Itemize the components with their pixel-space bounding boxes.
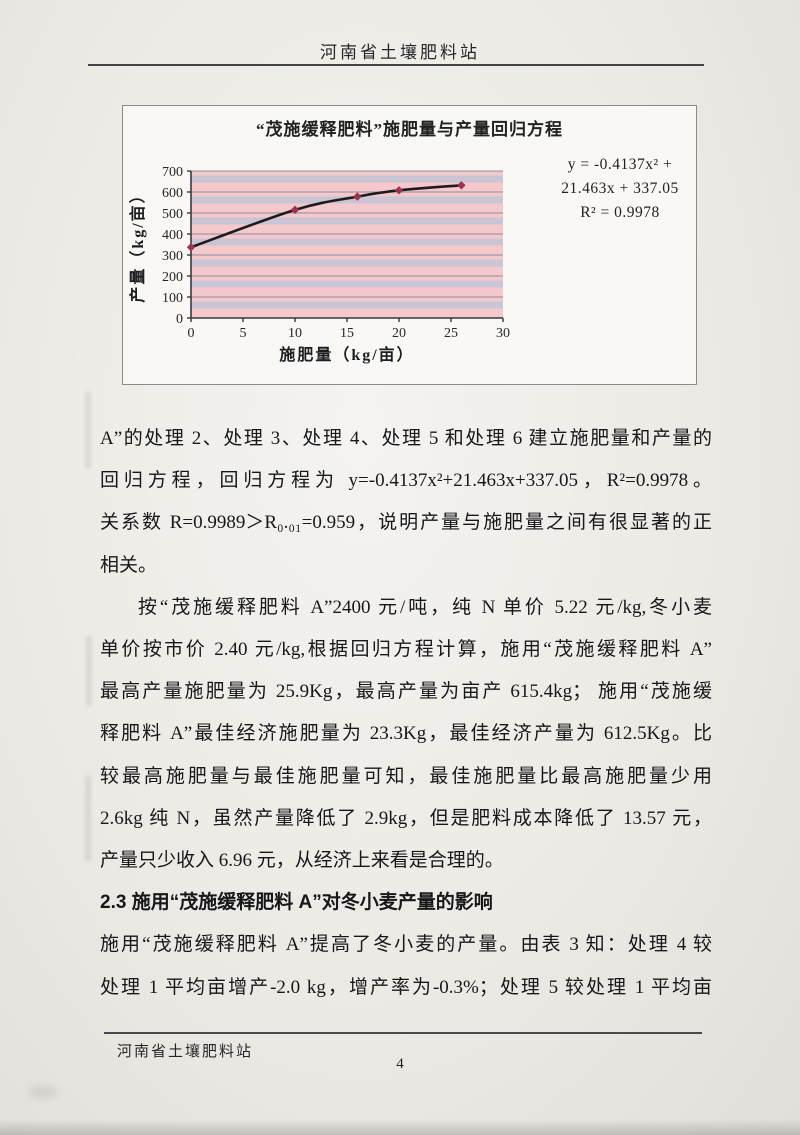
regression-chart-frame: 0 100 200 300 400 500 600 700 0 5 10 15 20 25 30 产量（kg… bbox=[122, 105, 697, 385]
chart-title: “茂施缓释肥料”施肥量与产量回归方程 bbox=[256, 120, 563, 139]
svg-text:600: 600 bbox=[162, 186, 183, 201]
text-line: 回归方程，回归方程为 y=-0.4137x²+21.463x+337.05，R²… bbox=[100, 470, 712, 492]
svg-text:20: 20 bbox=[392, 326, 406, 341]
x-axis-title: 施肥量（kg/亩） bbox=[279, 345, 414, 364]
svg-text:400: 400 bbox=[162, 228, 183, 243]
page-footer-title: 河南省土壤肥料站 bbox=[117, 1044, 254, 1060]
page-number: 4 bbox=[396, 1056, 404, 1072]
page-header-title: 河南省土壤肥料站 bbox=[320, 43, 480, 62]
svg-text:0: 0 bbox=[176, 312, 183, 327]
text-line: 施用“茂施缓释肥料 A”提高了冬小麦的产量。由表 3 知：处理 4 较 bbox=[100, 934, 712, 956]
text-line: 处理 1 平均亩增产-2.0 kg，增产率为-0.3%；处理 5 较处理 1 平… bbox=[100, 976, 712, 998]
grid-layer bbox=[191, 170, 503, 319]
scan-smudge bbox=[86, 392, 90, 468]
svg-text:700: 700 bbox=[162, 165, 183, 180]
svg-text:10: 10 bbox=[288, 326, 302, 341]
scan-smudge bbox=[28, 1086, 58, 1098]
tick-layer: 0 100 200 300 400 500 600 700 0 5 10 15 20 25 30 bbox=[162, 165, 510, 341]
text-line: A”的处理 2、处理 3、处理 4、处理 5 和处理 6 建立施肥量和产量的 bbox=[100, 428, 712, 449]
text-line: 单价按市价 2.40 元/kg,根据回归方程计算，施用“茂施缓释肥料 A” bbox=[100, 639, 712, 661]
y-axis-title: 产量（kg/亩） bbox=[128, 185, 147, 302]
svg-text:15: 15 bbox=[340, 326, 354, 341]
text-line: 产量只少收入 6.96 元，从经济上来看是合理的。 bbox=[100, 850, 504, 872]
svg-text:500: 500 bbox=[162, 207, 183, 222]
text-line: 相关。 bbox=[100, 554, 158, 576]
text-line: 释肥料 A”最佳经济施肥量为 23.3Kg，最佳经济产量为 612.5Kg。比 bbox=[100, 723, 712, 745]
svg-text:30: 30 bbox=[496, 326, 510, 341]
regression-chart-svg: 0 100 200 300 400 500 600 700 0 5 10 15 20 25 30 产量（kg… bbox=[128, 156, 679, 364]
scan-smudge bbox=[86, 776, 90, 860]
section-heading: 2.3 施用“茂施缓释肥料 A”对冬小麦产量的影响 bbox=[100, 892, 493, 914]
header-rule bbox=[88, 64, 704, 66]
svg-text:0: 0 bbox=[188, 326, 195, 341]
svg-text:5: 5 bbox=[240, 326, 247, 341]
text-line: 较最高施肥量与最佳施肥量可知，最佳施肥量比最高施肥量少用 bbox=[100, 765, 712, 787]
equation-r-squared: R² = 0.9978 bbox=[580, 204, 660, 221]
svg-text:300: 300 bbox=[162, 249, 183, 264]
text-line: 按“茂施缓释肥料 A”2400 元/吨，纯 N 单价 5.22 元/kg,冬小麦 bbox=[138, 596, 712, 618]
text-line: 最高产量施肥量为 25.9Kg，最高产量为亩产 615.4kg； 施用“茂施缓 bbox=[100, 681, 712, 703]
svg-text:100: 100 bbox=[162, 291, 183, 306]
scan-smudge bbox=[87, 636, 91, 706]
text-line: 2.6kg 纯 N，虽然产量降低了 2.9kg，但是肥料成本降低了 13.57 … bbox=[100, 807, 712, 829]
equation-line-2: 21.463x + 337.05 bbox=[561, 180, 679, 197]
equation-line-1: y = -0.4137x² + bbox=[568, 156, 673, 173]
bottom-scan-shadow bbox=[0, 1119, 800, 1135]
text-line: 关系数 R=0.9989＞R₀.₀₁=0.959，说明产量与施肥量之间有很显著的… bbox=[100, 512, 712, 534]
body-text-block: A”的处理 2、处理 3、处理 4、处理 5 和处理 6 建立施肥量和产量的 回… bbox=[100, 418, 712, 1009]
svg-text:25: 25 bbox=[444, 326, 458, 341]
svg-text:200: 200 bbox=[162, 270, 183, 285]
footer-rule bbox=[104, 1032, 702, 1034]
